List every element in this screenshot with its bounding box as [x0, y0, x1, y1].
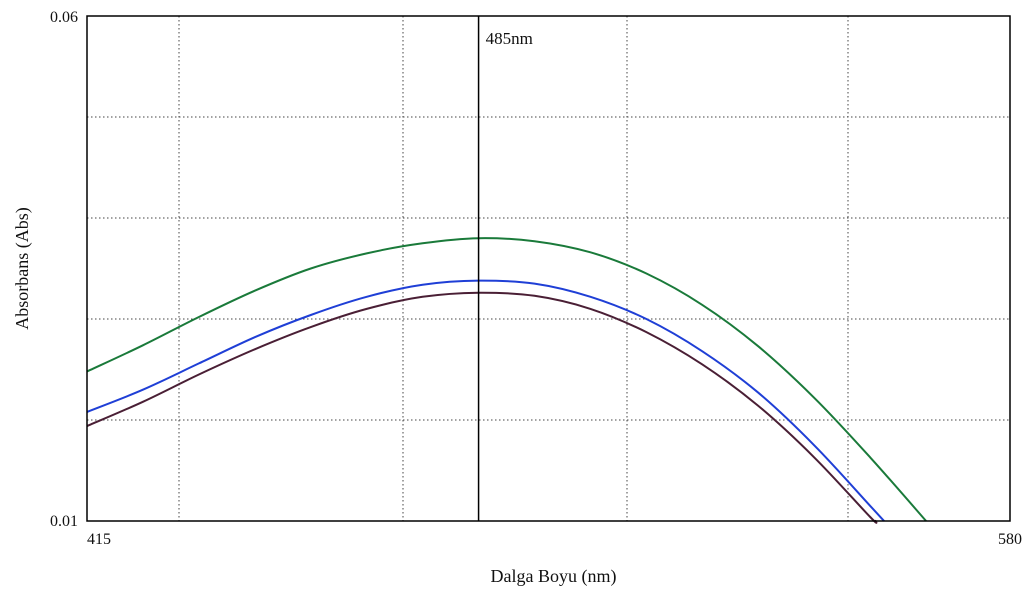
x-axis-title: Dalga Boyu (nm)	[491, 566, 617, 587]
y-tick-label-bottom: 0.01	[50, 513, 78, 530]
grid-lines	[87, 16, 1010, 521]
x-tick-label-left: 415	[87, 531, 111, 548]
series-line-3	[86, 291, 878, 524]
series-group	[86, 237, 927, 524]
annotation-label-485nm: 485nm	[486, 29, 533, 48]
series-line-2	[86, 279, 885, 522]
x-tick-label-right: 580	[998, 531, 1022, 548]
plot-frame	[86, 15, 1011, 522]
y-tick-label-top: 0.06	[50, 9, 78, 26]
y-axis-title: Absorbans (Abs)	[12, 207, 33, 329]
series-line-1	[86, 237, 927, 522]
